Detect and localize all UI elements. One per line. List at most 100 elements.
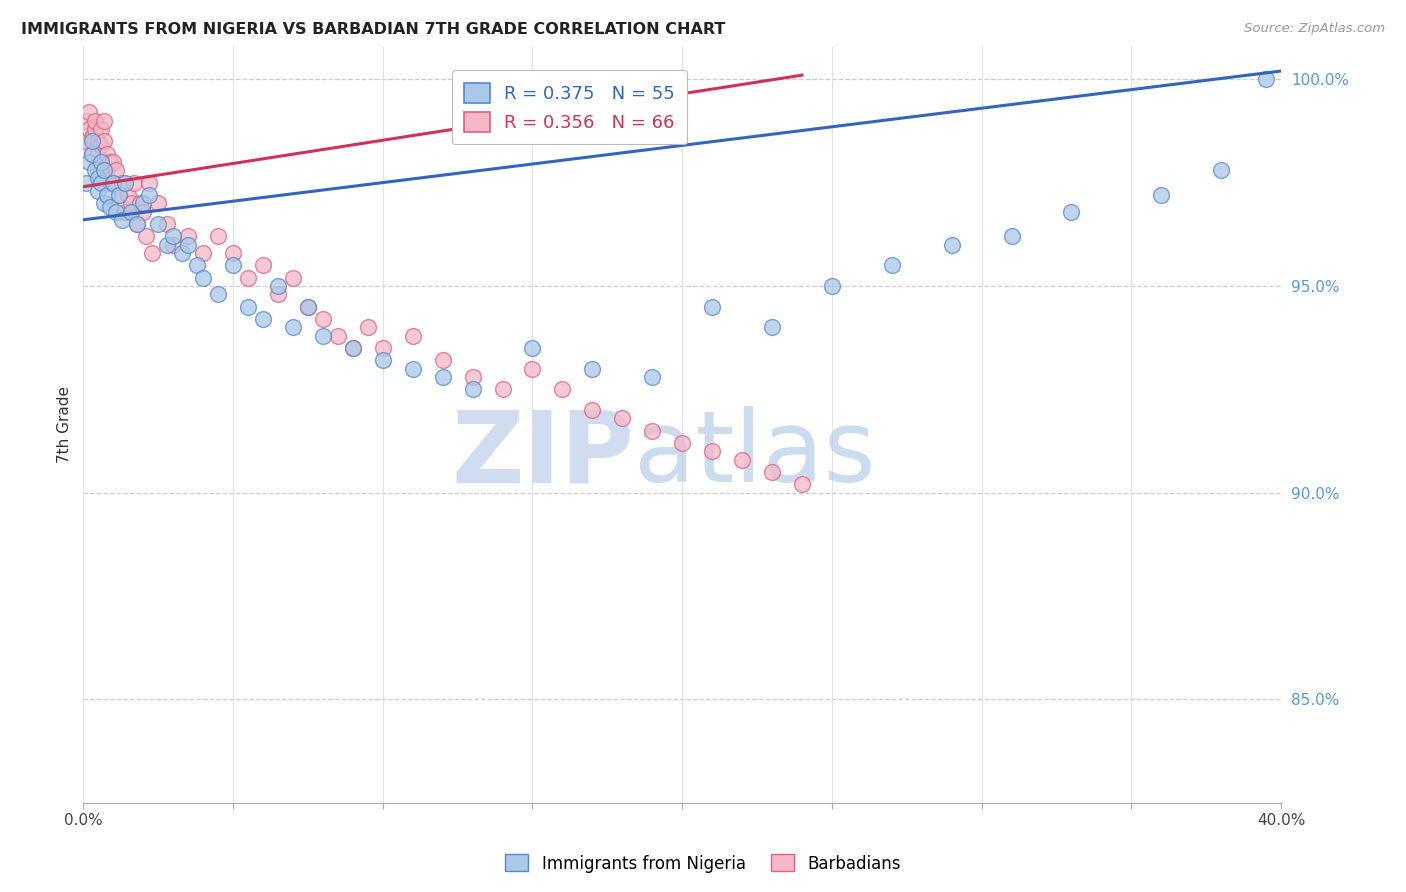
Point: [162, 229, 184, 244]
Point: [90, 155, 112, 169]
Point: [103, 176, 125, 190]
Point: [138, 176, 160, 190]
Point: [156, 237, 179, 252]
Point: [82, 146, 104, 161]
Point: [75, 113, 97, 128]
Point: [1060, 204, 1083, 219]
Point: [612, 411, 634, 425]
Point: [281, 270, 304, 285]
Point: [96, 146, 118, 161]
Point: [117, 188, 139, 202]
Point: [581, 361, 603, 376]
Point: [297, 300, 319, 314]
Point: [267, 279, 290, 293]
Text: atlas: atlas: [634, 406, 876, 503]
Point: [522, 361, 544, 376]
Point: [77, 105, 100, 120]
Point: [135, 229, 157, 244]
Point: [93, 113, 115, 128]
Point: [75, 176, 97, 190]
Point: [941, 237, 963, 252]
Point: [96, 188, 118, 202]
Point: [103, 176, 125, 190]
Point: [129, 196, 152, 211]
Point: [90, 121, 112, 136]
Point: [371, 353, 394, 368]
Point: [641, 369, 664, 384]
Point: [222, 245, 245, 260]
Point: [90, 138, 112, 153]
Point: [127, 217, 149, 231]
Point: [111, 212, 134, 227]
Point: [191, 270, 214, 285]
Point: [297, 300, 319, 314]
Point: [432, 353, 454, 368]
Point: [105, 204, 128, 219]
Point: [402, 328, 425, 343]
Point: [236, 300, 259, 314]
Point: [581, 403, 603, 417]
Text: ZIP: ZIP: [451, 406, 634, 503]
Point: [87, 184, 110, 198]
Point: [702, 300, 724, 314]
Point: [114, 204, 136, 219]
Point: [114, 176, 136, 190]
Point: [1256, 72, 1278, 87]
Point: [111, 176, 134, 190]
Point: [82, 134, 104, 148]
Point: [122, 176, 145, 190]
Point: [132, 204, 155, 219]
Point: [108, 188, 131, 202]
Point: [93, 196, 115, 211]
Point: [821, 279, 844, 293]
Point: [172, 245, 194, 260]
Point: [312, 312, 335, 326]
Point: [127, 217, 149, 231]
Point: [342, 341, 364, 355]
Point: [342, 341, 364, 355]
Point: [222, 258, 245, 272]
Point: [491, 382, 513, 396]
Point: [551, 382, 574, 396]
Point: [207, 287, 229, 301]
Point: [281, 320, 304, 334]
Point: [761, 465, 783, 479]
Point: [461, 382, 484, 396]
Point: [880, 258, 903, 272]
Point: [103, 155, 125, 169]
Point: [105, 163, 128, 178]
Point: [87, 163, 110, 178]
Point: [132, 196, 155, 211]
Point: [98, 155, 121, 169]
Legend: R = 0.375   N = 55, R = 0.356   N = 66: R = 0.375 N = 55, R = 0.356 N = 66: [451, 70, 688, 145]
Point: [84, 163, 107, 178]
Point: [82, 130, 104, 145]
Point: [252, 312, 274, 326]
Point: [75, 134, 97, 148]
Point: [87, 134, 110, 148]
Point: [326, 328, 349, 343]
Point: [177, 229, 200, 244]
Point: [98, 201, 121, 215]
Point: [371, 341, 394, 355]
Point: [402, 361, 425, 376]
Point: [357, 320, 380, 334]
Point: [108, 188, 131, 202]
Point: [93, 163, 115, 178]
Point: [671, 436, 693, 450]
Point: [1211, 163, 1233, 178]
Point: [177, 237, 200, 252]
Point: [146, 217, 169, 231]
Point: [87, 171, 110, 186]
Point: [432, 369, 454, 384]
Legend: Immigrants from Nigeria, Barbadians: Immigrants from Nigeria, Barbadians: [498, 847, 908, 880]
Point: [84, 121, 107, 136]
Point: [641, 424, 664, 438]
Point: [98, 176, 121, 190]
Point: [267, 287, 290, 301]
Text: Source: ZipAtlas.com: Source: ZipAtlas.com: [1244, 22, 1385, 36]
Point: [522, 341, 544, 355]
Point: [461, 369, 484, 384]
Point: [162, 237, 184, 252]
Y-axis label: 7th Grade: 7th Grade: [58, 386, 72, 463]
